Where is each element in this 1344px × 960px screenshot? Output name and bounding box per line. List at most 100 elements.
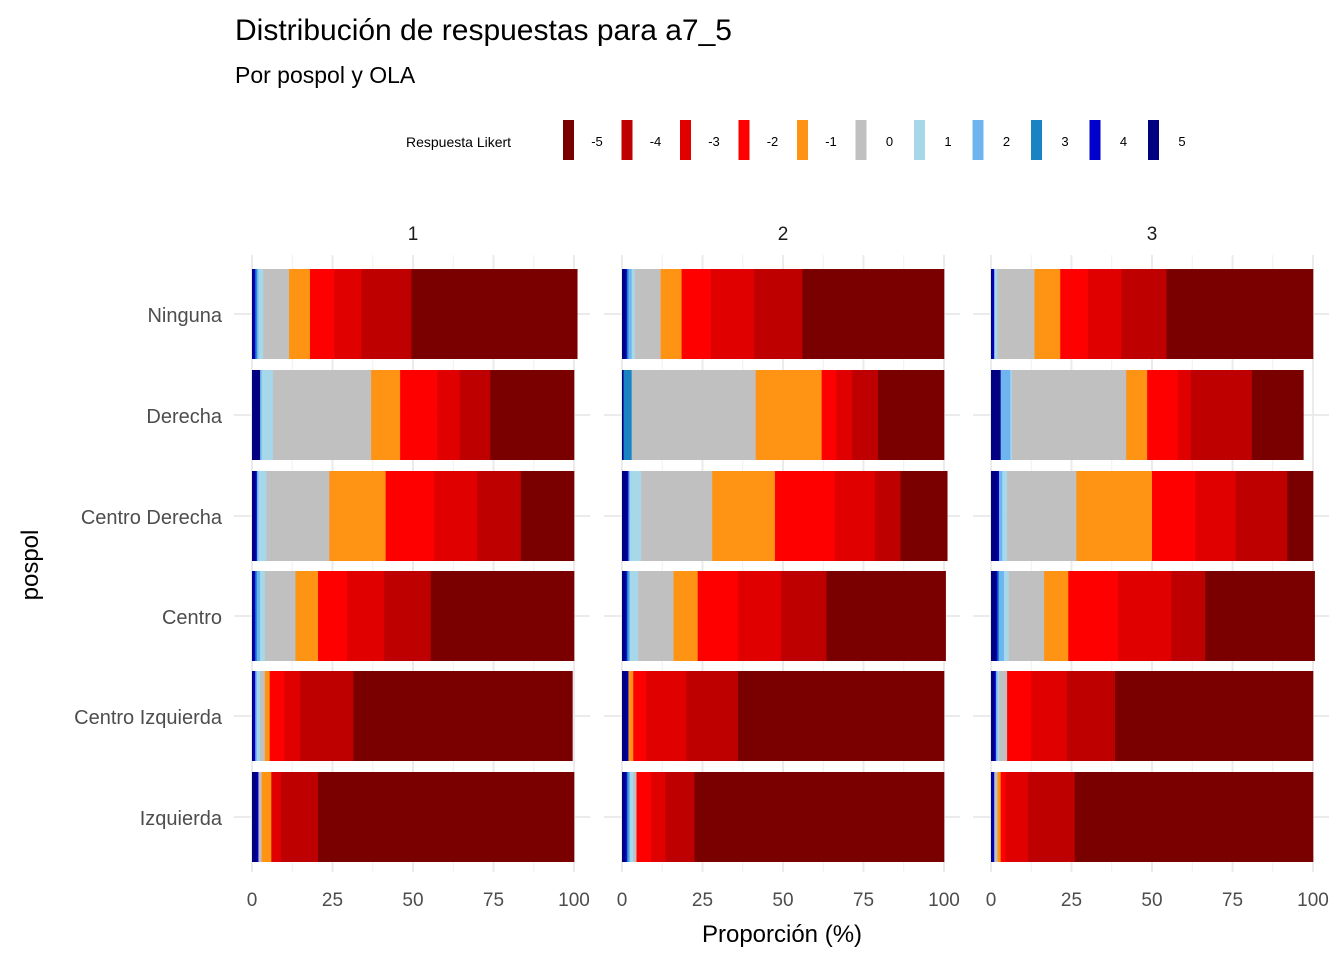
bar-segment-centro-izquierda--2 (633, 671, 647, 761)
bar-segment-centro-izquierda--2 (269, 671, 285, 761)
bar-segment-centro-4 (995, 571, 998, 661)
bar-segment-centro-derecha-0 (641, 471, 713, 561)
x-tick-label: 75 (483, 890, 504, 911)
bar-segment-centro-izquierda-1 (997, 671, 1000, 761)
bar-segment-derecha--4 (852, 370, 879, 460)
bar-segment-centro-izquierda-2 (995, 671, 998, 761)
bar-segment-centro--5 (826, 571, 946, 661)
facet-panel-3: 3 0 25 50 75 100 (973, 224, 1329, 911)
bar-segment-centro--4 (781, 571, 827, 661)
bar-segment-izquierda--4 (665, 772, 695, 862)
bar-segment-centro--4 (384, 571, 432, 661)
bar-segment-derecha--2 (400, 370, 438, 460)
bar-segment-izquierda-3 (626, 772, 629, 862)
bar-segment-centro-5 (991, 571, 997, 661)
legend-key--1 (797, 120, 808, 160)
bar-segment-ninguna--2 (681, 269, 711, 359)
bar-segment-derecha-5 (252, 370, 261, 460)
x-axis-title: Proporción (%) (702, 921, 862, 948)
bar-segment-ninguna-3 (255, 269, 258, 359)
bar-segment-centro--3 (1118, 571, 1172, 661)
bar-segment-centro--1 (673, 571, 698, 661)
bar-segment-centro-derecha--4 (874, 471, 901, 561)
bar-segment-izquierda-5 (252, 772, 258, 862)
bar-segment-derecha-1 (261, 370, 274, 460)
x-tick-label: 0 (617, 890, 628, 911)
bar-segment-derecha-3 (623, 370, 632, 460)
bar-segment-izquierda--5 (318, 772, 575, 862)
bar-segment-izquierda--1 (997, 772, 1001, 862)
bar-segment-ninguna-4 (625, 269, 628, 359)
bar-segment-centro-5 (622, 571, 626, 661)
bar-segment-centro--3 (737, 571, 782, 661)
bar-segment-centro-derecha-1 (630, 471, 642, 561)
bar-segment-centro--3 (346, 571, 385, 661)
bar-segment-centro-izquierda-5 (991, 671, 995, 761)
bar-segment-ninguna--1 (289, 269, 311, 359)
y-tick-label: Derecha (146, 406, 222, 428)
bar-segment-derecha--1 (1126, 370, 1148, 460)
bar-segment-ninguna-0 (997, 269, 1035, 359)
bar-segment-ninguna-2 (256, 269, 259, 359)
bar-segment-ninguna--3 (334, 269, 362, 359)
bar-segment-centro--5 (430, 571, 575, 661)
bar-segment-centro-izquierda-2 (255, 671, 258, 761)
bar-segment-centro-derecha--2 (774, 471, 835, 561)
bar-segment-izquierda-5 (991, 772, 993, 862)
bar-segment-izquierda-5 (622, 772, 626, 862)
bar-segment-centro-derecha-0 (266, 471, 330, 561)
bar-segment-centro--2 (1068, 571, 1119, 661)
bar-segment-ninguna-5 (622, 269, 626, 359)
legend-key--4 (621, 120, 633, 160)
legend-label: -5 (591, 134, 603, 149)
bar-segment-ninguna--5 (1166, 269, 1314, 359)
bar-segment-derecha--5 (877, 370, 945, 460)
bar-segment-centro-izquierda-4 (253, 671, 256, 761)
bar-segment-centro-derecha--3 (1195, 471, 1237, 561)
bar-segment-centro-derecha--5 (1287, 471, 1314, 561)
bar-segment-centro-derecha-5 (252, 471, 256, 561)
legend-key-5 (1148, 120, 1159, 160)
y-tick-label: Ninguna (147, 305, 222, 327)
facet-strip-label: 1 (408, 224, 419, 245)
bar-segment-centro--5 (1205, 571, 1315, 661)
bar-segment-izquierda-2 (628, 772, 631, 862)
bar-segment-derecha--4 (459, 370, 491, 460)
bar-segment-centro-izquierda--3 (284, 671, 301, 761)
y-tick-label: Centro Derecha (81, 507, 223, 529)
bar-segment-derecha--2 (1147, 370, 1179, 460)
legend-key-0 (855, 120, 867, 160)
bar-segment-derecha--1 (371, 370, 401, 460)
chart-title: Distribución de respuestas para a7_5 (235, 14, 732, 47)
bar-segment-ninguna--3 (710, 269, 755, 359)
bar-segment-centro-3 (626, 571, 629, 661)
bar-segment-centro-derecha--3 (433, 471, 478, 561)
bar-segment-centro-derecha-5 (991, 471, 998, 561)
legend-key--2 (738, 120, 750, 160)
legend: Respuesta Likert -5 -4 -3 -2 -1 0 1 2 3 4 5 (406, 120, 1186, 160)
bar-segment-centro--2 (697, 571, 739, 661)
legend-label: 5 (1178, 134, 1185, 149)
facet-panel-1: 1 0 25 50 75 100 (234, 224, 590, 911)
bar-segment-izquierda--1 (261, 772, 272, 862)
bar-segment-izquierda--5 (694, 772, 945, 862)
bar-segment-centro-derecha--4 (1235, 471, 1288, 561)
bar-segment-ninguna-1 (631, 269, 636, 359)
bar-segment-centro-derecha-2 (628, 471, 631, 561)
legend-label: -1 (825, 134, 837, 149)
x-tick-label: 75 (1222, 890, 1243, 911)
bar-segment-centro--1 (295, 571, 319, 661)
bar-segment-ninguna-4 (992, 269, 995, 359)
x-tick-label: 100 (1297, 890, 1329, 911)
bar-segment-centro-derecha-5 (622, 471, 628, 561)
bar-segment-izquierda--5 (1074, 772, 1314, 862)
x-tick-label: 100 (558, 890, 590, 911)
bar-segment-centro-derecha--1 (329, 471, 386, 561)
x-tick-label: 50 (402, 890, 423, 911)
bar-segment-centro-derecha--2 (385, 471, 435, 561)
bar-segment-centro-izquierda-4 (626, 671, 629, 761)
bar-segment-centro-5 (252, 571, 254, 661)
bar-segment-centro-izquierda--5 (737, 671, 945, 761)
bar-segment-ninguna--4 (754, 269, 803, 359)
legend-key-3 (1031, 120, 1042, 160)
